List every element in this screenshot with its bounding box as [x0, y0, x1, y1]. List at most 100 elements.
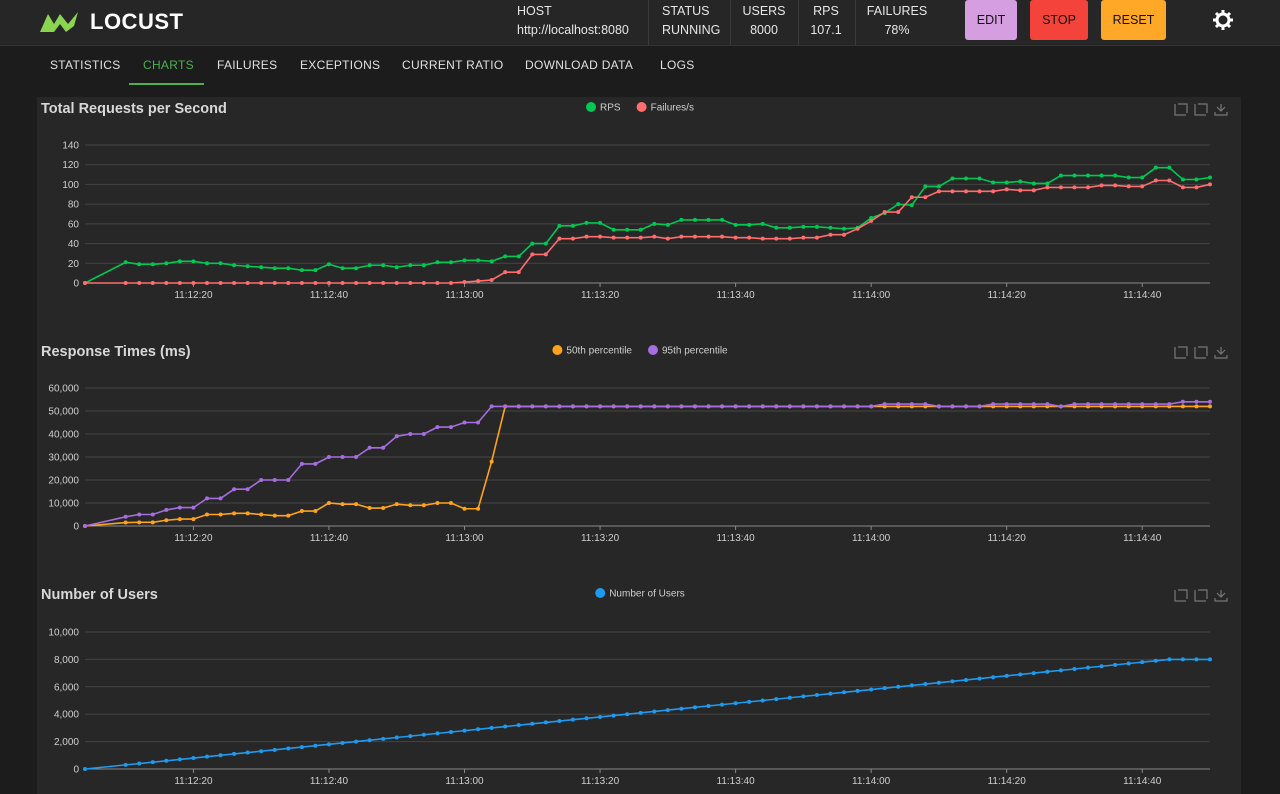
data-point — [923, 404, 928, 409]
toolbox-icon[interactable] — [1174, 346, 1188, 359]
chart-title: Number of Users — [41, 587, 158, 603]
data-point — [774, 697, 779, 702]
data-point — [882, 402, 887, 407]
toolbox-icon[interactable] — [1214, 590, 1228, 602]
logo[interactable]: LOCUST — [38, 8, 183, 36]
data-point — [882, 210, 887, 215]
data-point — [326, 742, 331, 747]
data-point — [828, 691, 833, 696]
data-point — [1167, 402, 1172, 407]
toolbox-icon[interactable] — [1194, 589, 1208, 602]
data-point — [855, 688, 860, 693]
tab[interactable]: STATISTICS — [50, 58, 121, 72]
data-point — [570, 236, 575, 241]
data-point — [123, 260, 128, 265]
data-point — [1194, 177, 1199, 182]
data-point — [462, 728, 467, 733]
data-point — [326, 262, 331, 267]
data-point — [123, 514, 128, 519]
tab[interactable]: DOWNLOAD DATA — [525, 58, 634, 72]
data-point — [232, 281, 237, 285]
data-point — [1099, 402, 1104, 407]
edit-button[interactable]: EDIT — [965, 0, 1017, 40]
toolbox-icon[interactable] — [1194, 103, 1208, 116]
data-point — [733, 222, 738, 227]
data-point — [503, 270, 508, 275]
data-point — [720, 217, 725, 222]
toolbox-icon[interactable] — [1174, 103, 1188, 116]
tab-active[interactable]: CHARTS — [143, 58, 194, 72]
data-point — [1086, 173, 1091, 178]
legend-marker — [648, 345, 658, 355]
data-point — [923, 195, 928, 200]
data-point — [177, 505, 182, 510]
data-point — [1167, 165, 1172, 170]
data-point — [177, 281, 182, 285]
stat: RPS 107.1 — [804, 2, 848, 42]
data-point — [1113, 183, 1118, 188]
data-point — [733, 404, 738, 409]
data-point — [1045, 669, 1050, 674]
data-point — [299, 461, 304, 466]
toolbox-icon[interactable] — [1194, 346, 1208, 359]
data-point — [882, 686, 887, 691]
x-tick-label: 11:13:40 — [717, 290, 756, 301]
data-point — [977, 404, 982, 409]
toolbox-icon[interactable] — [1174, 589, 1188, 602]
data-point — [367, 506, 372, 511]
data-point — [570, 717, 575, 722]
data-point — [936, 680, 941, 685]
toolbox-glyph — [1174, 589, 1188, 602]
data-point — [869, 215, 874, 220]
data-point — [543, 404, 548, 409]
data-point — [896, 404, 901, 409]
data-point — [299, 268, 304, 273]
data-point — [137, 761, 142, 766]
tab[interactable]: CURRENT RATIO — [402, 58, 504, 72]
data-point — [489, 259, 494, 264]
data-point — [1045, 181, 1050, 186]
data-point — [421, 281, 426, 285]
data-point — [503, 404, 508, 409]
data-point — [638, 404, 643, 409]
toolbox-glyph — [1214, 347, 1228, 359]
series-line — [84, 405, 1210, 527]
data-point — [964, 404, 969, 409]
data-point — [164, 507, 169, 512]
tab[interactable]: FAILURES — [217, 58, 278, 72]
reset-button[interactable]: RESET — [1101, 0, 1166, 40]
series-line — [84, 658, 1210, 770]
y-tick-label: 8,000 — [54, 655, 79, 666]
tab[interactable]: LOGS — [660, 58, 695, 72]
data-point — [896, 402, 901, 407]
data-point — [638, 710, 643, 715]
toolbox-icon[interactable] — [1214, 347, 1228, 359]
data-point — [516, 254, 521, 259]
data-point — [83, 524, 87, 528]
data-point — [692, 705, 697, 710]
data-point — [747, 235, 752, 240]
data-point — [530, 404, 535, 409]
stat: HOST http://localhost:8080 — [517, 2, 629, 42]
toolbox-icon[interactable] — [1214, 104, 1228, 116]
data-point — [896, 210, 901, 215]
data-point — [448, 281, 453, 285]
y-tick-label: 10,000 — [48, 499, 79, 510]
data-point — [787, 236, 792, 241]
stop-button[interactable]: STOP — [1030, 0, 1088, 40]
stat-value: RUNNING — [662, 23, 721, 37]
tab-indicator — [129, 83, 204, 85]
data-point — [869, 687, 874, 692]
data-point — [150, 281, 155, 285]
data-point — [923, 682, 928, 687]
data-point — [123, 281, 128, 285]
data-point — [909, 402, 914, 407]
tab[interactable]: EXCEPTIONS — [300, 58, 381, 72]
data-point — [394, 735, 399, 740]
y-tick-label: 2,000 — [54, 737, 79, 748]
data-point — [1086, 404, 1091, 409]
x-tick-label: 11:12:40 — [310, 290, 349, 301]
theme-toggle[interactable] — [1212, 9, 1234, 31]
y-tick-label: 0 — [73, 279, 79, 290]
x-tick-label: 11:14:00 — [852, 776, 891, 787]
